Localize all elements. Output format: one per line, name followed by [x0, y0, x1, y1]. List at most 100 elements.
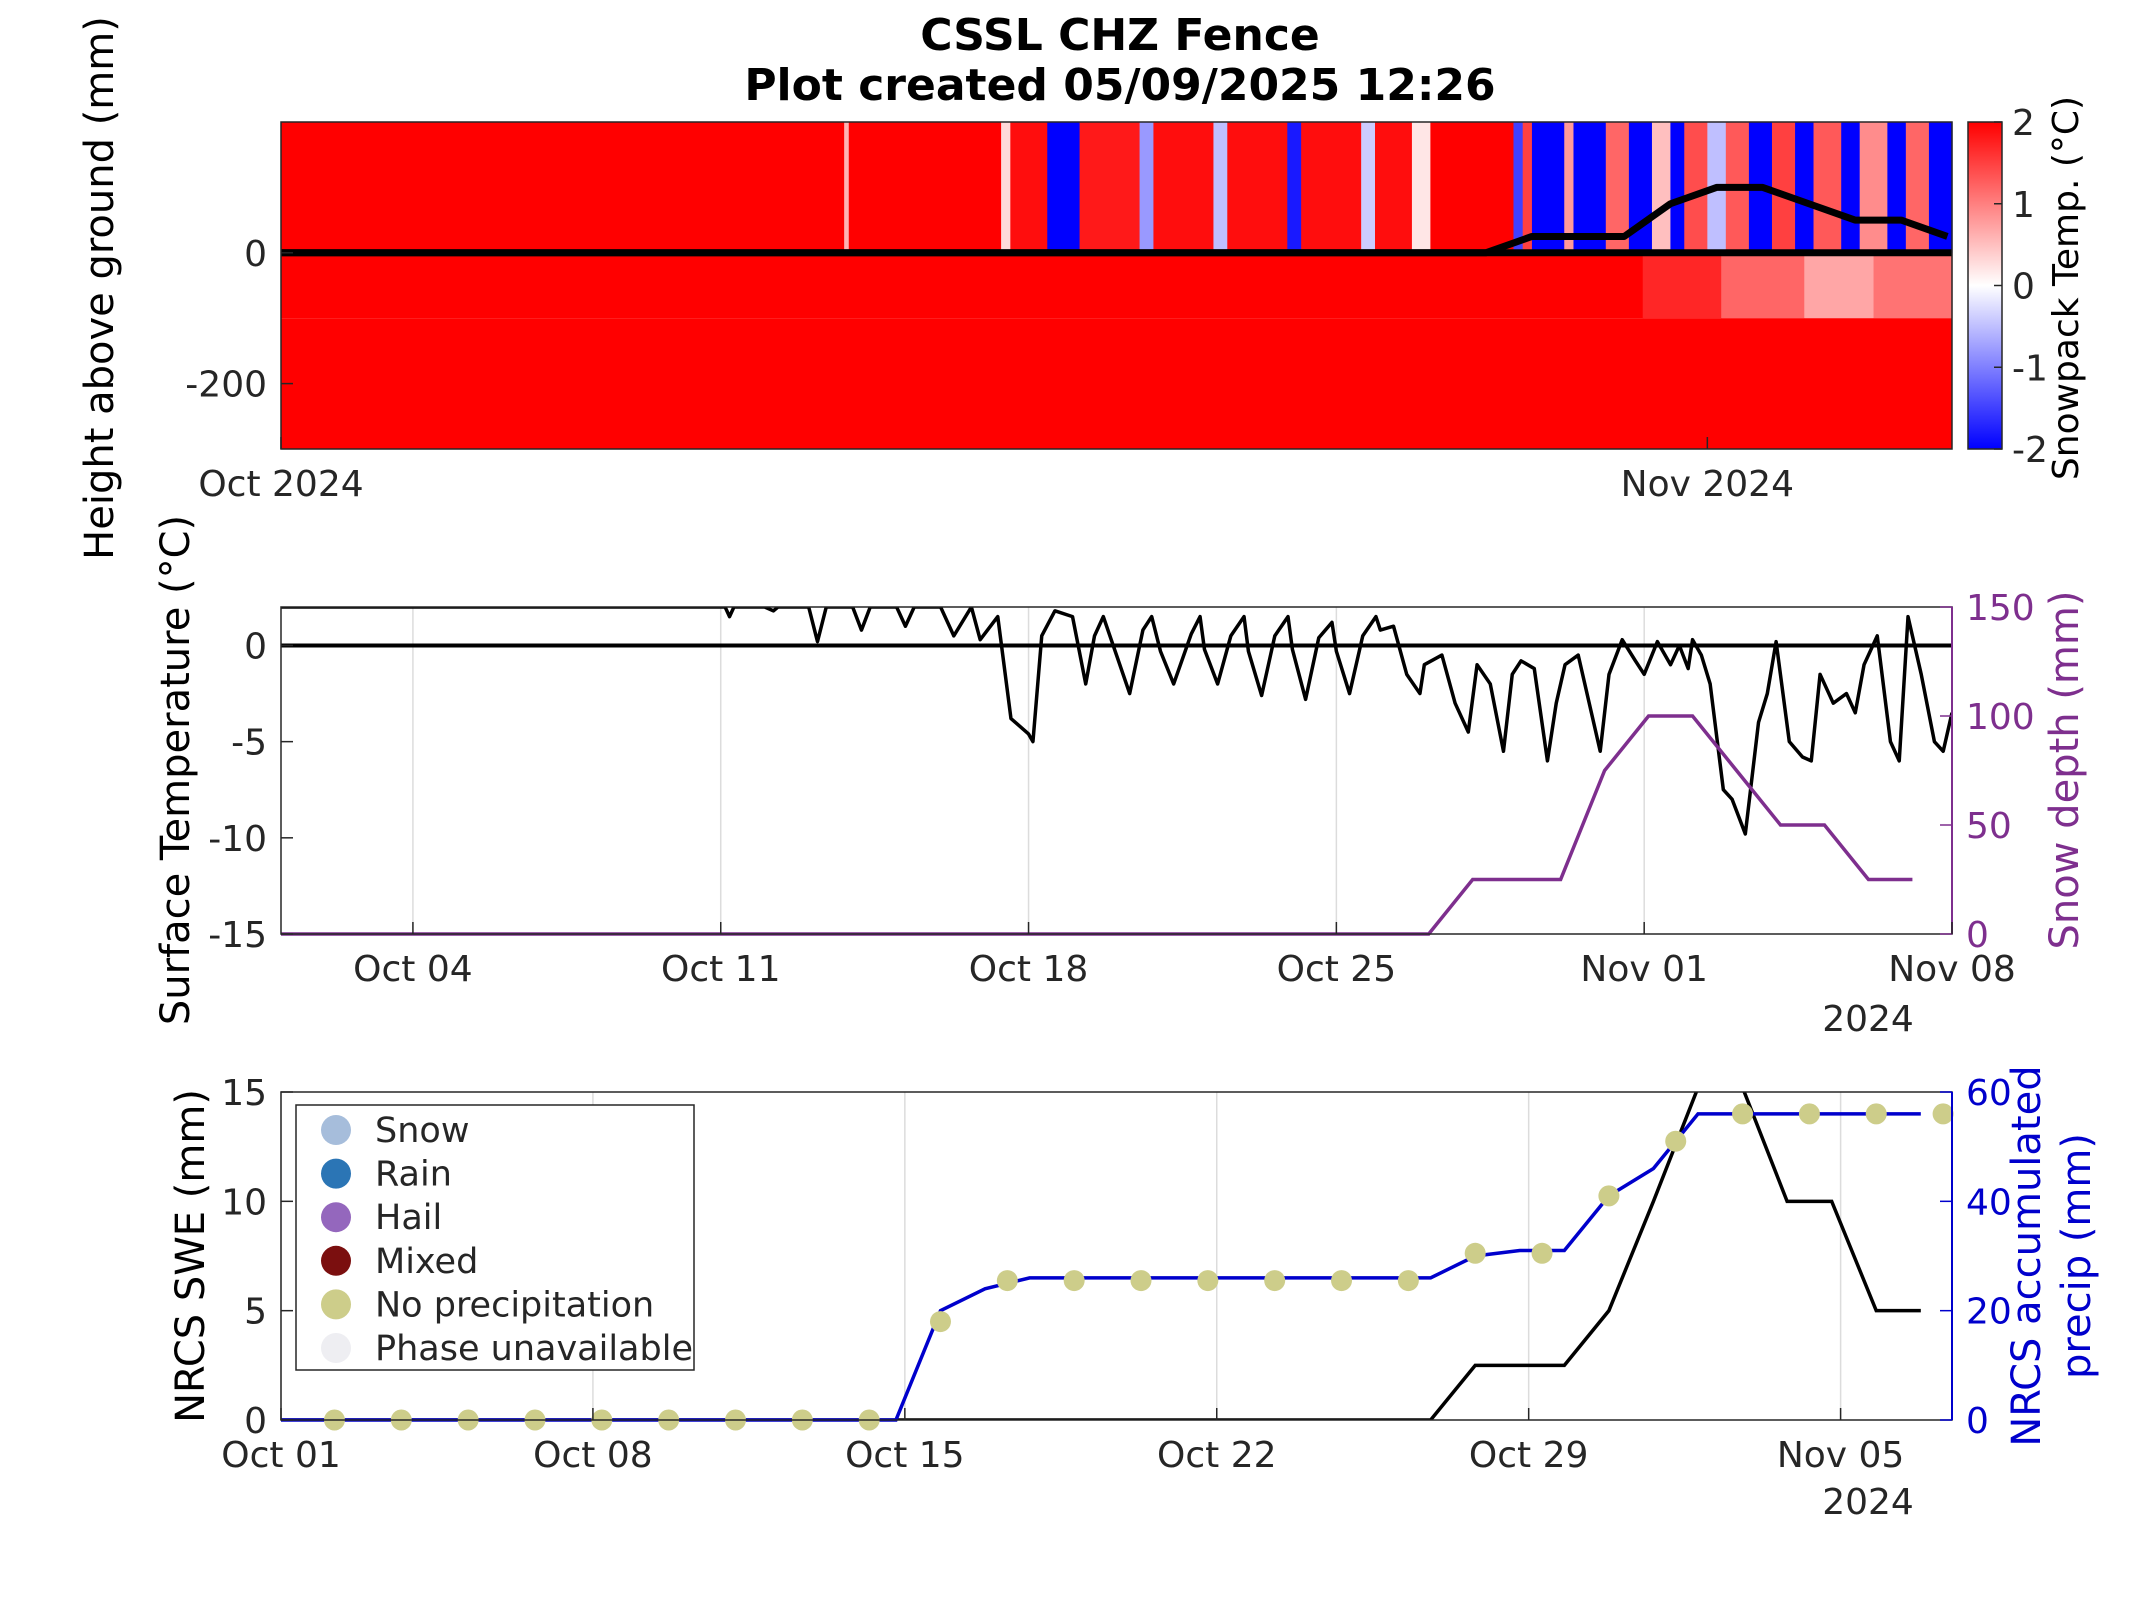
swe-ytick-label-0: 15	[221, 1073, 267, 1114]
no-precipitation-marker-21	[1732, 1103, 1754, 1125]
no-precipitation-marker-24	[1932, 1103, 1954, 1125]
surface-temp-xtick-label-2: Oct 18	[969, 949, 1089, 990]
heatmap-ticks: 0 -200 Oct 2024 Nov 2024	[185, 234, 1794, 505]
surface-temp-ytick-label-3: -15	[208, 915, 267, 956]
no-precipitation-marker-11	[1063, 1270, 1085, 1292]
colorbar-tick-label-1: 1	[2012, 185, 2035, 226]
figure-subtitle: Plot created 05/09/2025 12:26	[744, 60, 1495, 111]
no-precipitation-marker-20	[1665, 1130, 1687, 1152]
legend-label-2: Hail	[375, 1198, 442, 1238]
legend-label-1: Rain	[375, 1155, 452, 1195]
no-precipitation-marker-9	[929, 1311, 951, 1333]
heat-cell-above-21	[1573, 122, 1607, 253]
no-precipitation-marker-18	[1531, 1242, 1553, 1264]
swe-xtick-label-0: Oct 01	[221, 1435, 341, 1476]
heatmap-ylabel: Height above ground (mm)	[77, 16, 123, 560]
heat-cell-above-2	[848, 122, 1002, 253]
heat-cell-above-5	[1047, 122, 1081, 253]
colorbar-label: Snowpack Temp. (°C)	[2046, 96, 2087, 480]
heat-cell-above-18	[1522, 122, 1533, 253]
heat-cell-upper-soil-0	[281, 252, 1644, 319]
surface-temperature-panel: 0 -5 -10 -15 150 100 50 0 Oct 04 Oct 11 Oct 18 Oct …	[153, 515, 2088, 1040]
no-precipitation-marker-19	[1598, 1185, 1620, 1207]
surface-temp-ytick-label-1: -5	[231, 723, 267, 764]
colorbar-ticks: 2 1 0 -1 -2	[1994, 103, 2048, 471]
legend-label-0: Snow	[375, 1111, 469, 1151]
no-precipitation-marker-22	[1798, 1103, 1820, 1125]
surface-temp-xtick-label-4: Nov 01	[1580, 949, 1708, 990]
heat-cell-above-11	[1287, 122, 1302, 253]
heat-cell-above-0	[281, 122, 845, 253]
heat-cell-above-22	[1605, 122, 1630, 253]
surface-temp-xtick-label-0: Oct 04	[353, 949, 473, 990]
surface-temp-xtick-label-3: Oct 25	[1277, 949, 1397, 990]
heatmap-ytick-label-0: 0	[244, 234, 267, 275]
swe-year-label: 2024	[1822, 1482, 1914, 1523]
heatmap-cells	[281, 122, 1953, 449]
heat-cell-above-4	[1010, 122, 1048, 253]
snow-depth-ytick-label-2: 50	[1966, 806, 2012, 847]
legend-label-3: Mixed	[375, 1242, 478, 1282]
heat-cell-upper-soil-4	[1873, 252, 1953, 319]
heat-cell-deep-soil	[281, 318, 1952, 449]
heat-cell-above-19	[1531, 122, 1565, 253]
precip-ytick-label-3: 0	[1966, 1401, 1989, 1442]
legend-marker-3	[321, 1245, 351, 1276]
snow-height-line	[281, 183, 1952, 257]
heat-cell-above-37	[1928, 122, 1953, 253]
colorbar-tick-label-3: -1	[2012, 348, 2048, 389]
heatmap-ytick-label-1: -200	[185, 365, 267, 406]
heat-cell-above-14	[1374, 122, 1413, 253]
legend-box	[295, 1104, 695, 1371]
heat-cell-above-25	[1670, 122, 1685, 253]
heat-cell-above-35	[1887, 122, 1907, 253]
legend-label-5: Phase unavailable	[375, 1329, 693, 1369]
heat-cell-upper-soil-2	[1721, 252, 1805, 319]
swe-xtick-label-2: Oct 15	[845, 1435, 965, 1476]
precip-ytick-label-1: 40	[1966, 1182, 2012, 1223]
no-precipitation-marker-16	[1397, 1270, 1419, 1292]
no-precipitation-marker-17	[1464, 1242, 1486, 1264]
snow-depth-ylabel: Snow depth (mm)	[2042, 591, 2088, 950]
heat-cell-above-7	[1139, 122, 1155, 253]
surface-temperature-line	[281, 607, 1952, 836]
heat-cell-above-31	[1795, 122, 1815, 253]
heat-cell-above-8	[1153, 122, 1215, 253]
no-precipitation-marker-15	[1331, 1270, 1353, 1292]
surface-temp-ylabel: Surface Temperature (°C)	[153, 515, 199, 1025]
surface-temp-year-label: 2024	[1822, 999, 1914, 1040]
snow-depth-ytick-label-3: 0	[1966, 915, 1989, 956]
heat-cell-above-3	[1001, 122, 1011, 253]
no-precipitation-marker-23	[1865, 1103, 1887, 1125]
swe-ytick-label-1: 10	[221, 1182, 267, 1223]
heat-cell-above-13	[1361, 122, 1376, 253]
snowpack-temperature-panel: 0 -200 Oct 2024 Nov 2024 Height above groun…	[77, 16, 2087, 560]
swe-ytick-label-3: 0	[244, 1401, 267, 1442]
heat-cell-above-30	[1771, 122, 1796, 253]
snow-depth-line	[281, 714, 1913, 936]
colorbar-tick-label-0: 2	[2012, 103, 2035, 144]
no-precipitation-marker-13	[1197, 1270, 1219, 1292]
heat-cell-above-20	[1564, 122, 1575, 253]
legend-label-4: No precipitation	[375, 1285, 654, 1325]
heat-cell-upper-soil-3	[1804, 252, 1875, 319]
surface-temp-xtick-label-1: Oct 11	[661, 949, 781, 990]
heatmap-frame	[280, 121, 1953, 450]
heat-cell-upper-soil-1	[1642, 252, 1722, 319]
no-precipitation-marker-14	[1264, 1270, 1286, 1292]
snow-depth-ytick-label-0: 150	[1966, 588, 2035, 629]
heat-cell-above-12	[1301, 122, 1362, 253]
swe-xtick-label-4: Oct 29	[1469, 1435, 1589, 1476]
legend-marker-5	[321, 1333, 351, 1363]
heat-cell-above-1	[844, 122, 850, 253]
snow-height-polyline	[281, 183, 1949, 257]
heatmap-xtick-label-0: Oct 2024	[198, 464, 363, 505]
surface-temp-ytick-label-0: 0	[244, 626, 267, 667]
heatmap-xtick-label-1: Nov 2024	[1621, 464, 1794, 505]
swe-ytick-label-2: 5	[244, 1292, 267, 1333]
legend-marker-4	[321, 1289, 351, 1320]
precip-ytick-label-0: 60	[1966, 1073, 2012, 1114]
heat-cell-above-32	[1813, 122, 1842, 253]
